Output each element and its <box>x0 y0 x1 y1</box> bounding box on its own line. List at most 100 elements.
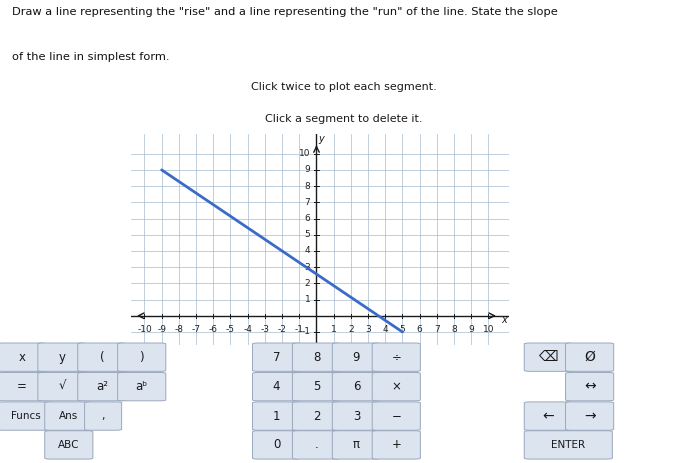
Text: .: . <box>314 438 319 451</box>
Text: -1: -1 <box>294 325 304 334</box>
Text: 4: 4 <box>383 325 388 334</box>
FancyBboxPatch shape <box>332 372 380 401</box>
Text: 4: 4 <box>305 246 310 256</box>
FancyBboxPatch shape <box>45 431 93 459</box>
FancyBboxPatch shape <box>118 372 166 401</box>
Text: ×: × <box>391 380 401 393</box>
FancyBboxPatch shape <box>118 343 166 371</box>
FancyBboxPatch shape <box>78 372 126 401</box>
FancyBboxPatch shape <box>78 343 126 371</box>
Text: 9: 9 <box>469 325 474 334</box>
Text: 3: 3 <box>305 263 310 272</box>
Text: =: = <box>17 380 27 393</box>
Text: -4: -4 <box>244 325 252 334</box>
Text: 3: 3 <box>365 325 371 334</box>
Text: -3: -3 <box>260 325 270 334</box>
Text: 7: 7 <box>305 198 310 207</box>
FancyBboxPatch shape <box>332 343 380 371</box>
FancyBboxPatch shape <box>252 372 301 401</box>
FancyBboxPatch shape <box>292 343 341 371</box>
FancyBboxPatch shape <box>292 402 341 430</box>
Text: of the line in simplest form.: of the line in simplest form. <box>12 52 170 62</box>
FancyBboxPatch shape <box>372 431 420 459</box>
FancyBboxPatch shape <box>332 402 380 430</box>
Text: ⌫: ⌫ <box>539 350 558 364</box>
Text: -5: -5 <box>226 325 235 334</box>
Text: x: x <box>501 315 507 325</box>
Text: 6: 6 <box>417 325 422 334</box>
Text: −: − <box>391 410 401 423</box>
Text: 2: 2 <box>348 325 354 334</box>
Text: Click a segment to delete it.: Click a segment to delete it. <box>266 113 422 124</box>
Text: 8: 8 <box>313 350 320 363</box>
FancyBboxPatch shape <box>292 372 341 401</box>
Text: aᵇ: aᵇ <box>136 380 148 393</box>
Text: -10: -10 <box>137 325 152 334</box>
Text: 7: 7 <box>273 350 280 363</box>
Text: (: ( <box>100 350 104 363</box>
FancyBboxPatch shape <box>38 343 86 371</box>
Text: 1: 1 <box>305 295 310 304</box>
Text: ÷: ÷ <box>391 350 401 363</box>
Text: 10: 10 <box>483 325 494 334</box>
Text: ): ) <box>140 350 144 363</box>
Text: -7: -7 <box>191 325 201 334</box>
FancyBboxPatch shape <box>0 402 53 430</box>
FancyBboxPatch shape <box>38 372 86 401</box>
FancyBboxPatch shape <box>372 402 420 430</box>
Text: √: √ <box>58 380 65 393</box>
Text: π: π <box>353 438 360 451</box>
Text: ENTER: ENTER <box>551 440 585 450</box>
Text: y: y <box>318 134 323 144</box>
FancyBboxPatch shape <box>524 431 612 459</box>
Text: y: y <box>58 350 65 363</box>
Text: 6: 6 <box>353 380 360 393</box>
Text: 1: 1 <box>273 410 280 423</box>
FancyBboxPatch shape <box>292 431 341 459</box>
Text: 8: 8 <box>451 325 457 334</box>
Text: 7: 7 <box>434 325 440 334</box>
Text: -1: -1 <box>301 327 310 337</box>
Text: -8: -8 <box>174 325 184 334</box>
Text: -9: -9 <box>157 325 166 334</box>
Text: Click twice to plot each segment.: Click twice to plot each segment. <box>251 81 437 92</box>
Text: ↔: ↔ <box>584 380 595 394</box>
Text: x: x <box>19 350 25 363</box>
FancyBboxPatch shape <box>252 343 301 371</box>
Text: 4: 4 <box>273 380 280 393</box>
Text: -2: -2 <box>278 325 286 334</box>
Text: 10: 10 <box>299 149 310 158</box>
Text: a²: a² <box>96 380 108 393</box>
FancyBboxPatch shape <box>566 402 614 430</box>
Text: 0: 0 <box>273 438 280 451</box>
Text: ,: , <box>101 411 105 421</box>
Text: ←: ← <box>543 409 554 423</box>
Text: +: + <box>391 438 401 451</box>
FancyBboxPatch shape <box>524 343 572 371</box>
Text: -6: -6 <box>208 325 218 334</box>
Text: Ans: Ans <box>59 411 78 421</box>
Text: 9: 9 <box>353 350 360 363</box>
FancyBboxPatch shape <box>524 402 572 430</box>
FancyBboxPatch shape <box>252 402 301 430</box>
FancyBboxPatch shape <box>566 343 614 371</box>
Text: Funcs: Funcs <box>10 411 41 421</box>
Text: 2: 2 <box>313 410 320 423</box>
Text: ABC: ABC <box>58 440 80 450</box>
Text: 2: 2 <box>305 279 310 288</box>
Text: Draw a line representing the "rise" and a line representing the "run" of the lin: Draw a line representing the "rise" and … <box>12 6 558 17</box>
Text: 5: 5 <box>400 325 405 334</box>
FancyBboxPatch shape <box>45 402 93 430</box>
FancyBboxPatch shape <box>372 343 420 371</box>
Text: 5: 5 <box>305 230 310 239</box>
FancyBboxPatch shape <box>332 431 380 459</box>
Text: 1: 1 <box>331 325 336 334</box>
Text: →: → <box>584 409 595 423</box>
FancyBboxPatch shape <box>566 372 614 401</box>
Text: 5: 5 <box>313 380 320 393</box>
Text: Ø: Ø <box>584 350 595 364</box>
Text: 3: 3 <box>353 410 360 423</box>
Text: 8: 8 <box>305 181 310 191</box>
FancyBboxPatch shape <box>0 372 46 401</box>
FancyBboxPatch shape <box>372 372 420 401</box>
